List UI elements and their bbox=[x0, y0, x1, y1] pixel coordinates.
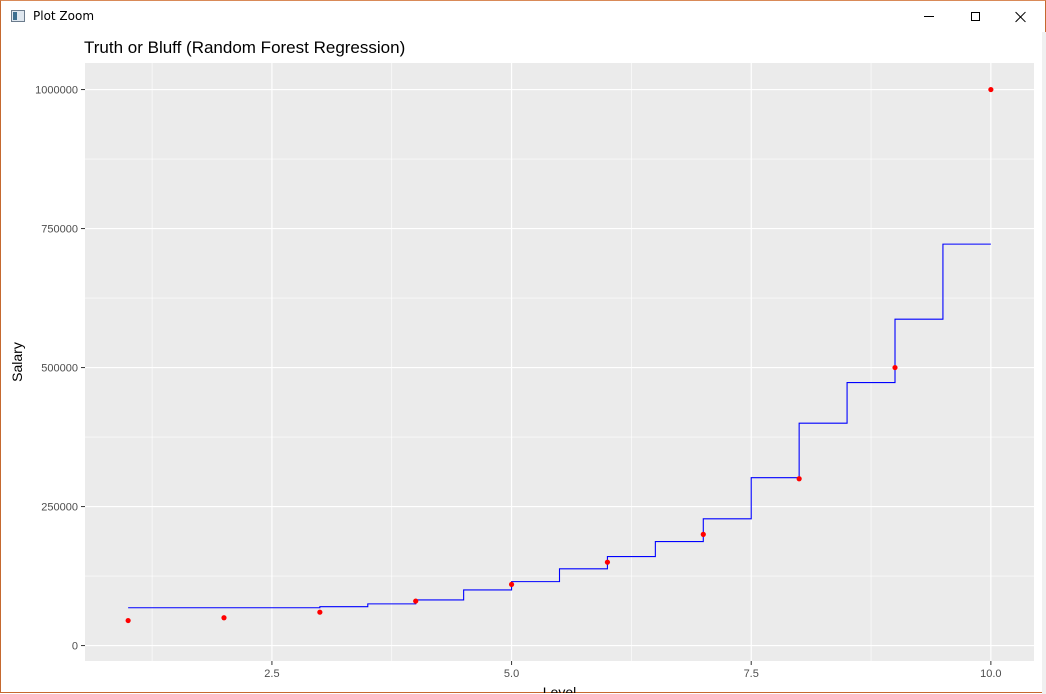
plot-canvas: 0 250000 500000 750000 1000000 2.5 5.0 7.5 10.0… bbox=[9, 38, 1034, 693]
y-tick-label: 1000000 bbox=[35, 85, 78, 97]
data-point bbox=[125, 617, 131, 624]
data-point bbox=[221, 615, 227, 621]
data-point bbox=[413, 598, 419, 604]
close-button[interactable] bbox=[998, 1, 1044, 32]
data-point bbox=[892, 364, 898, 371]
y-tick-label: 250000 bbox=[41, 502, 78, 514]
x-tick-label: 10.0 bbox=[980, 668, 1001, 680]
data-point bbox=[508, 581, 515, 588]
data-point bbox=[988, 86, 994, 93]
prediction-step-line bbox=[128, 243, 991, 609]
x-tick-labels: 2.5 5.0 7.5 10.0 bbox=[264, 668, 1001, 680]
data-point bbox=[796, 476, 802, 482]
minimize-button[interactable] bbox=[906, 1, 952, 32]
y-tick-label: 0 bbox=[72, 641, 78, 653]
x-tick-label: 2.5 bbox=[264, 668, 279, 680]
y-tick-labels: 0 250000 500000 750000 1000000 bbox=[35, 85, 78, 653]
minimize-icon bbox=[924, 16, 934, 17]
title-bar[interactable]: Plot Zoom bbox=[1, 1, 1045, 32]
data-point bbox=[317, 609, 323, 615]
y-tick-label: 500000 bbox=[41, 363, 78, 375]
x-tick-label: 7.5 bbox=[744, 668, 759, 680]
close-icon bbox=[1015, 11, 1027, 23]
data-point bbox=[604, 559, 611, 565]
maximize-icon bbox=[970, 12, 980, 21]
plot-panel bbox=[85, 63, 1034, 661]
grid-major bbox=[85, 63, 1034, 661]
maximize-button[interactable] bbox=[952, 1, 998, 32]
window-title: Plot Zoom bbox=[33, 9, 95, 23]
y-tick-label: 750000 bbox=[41, 224, 78, 236]
x-axis-label: Level bbox=[543, 684, 576, 693]
data-point bbox=[700, 531, 706, 537]
chart-title: Truth or Bluff (Random Forest Regression… bbox=[84, 38, 405, 57]
series-layer bbox=[125, 86, 994, 624]
x-tick-label: 5.0 bbox=[504, 668, 519, 680]
window-right-edge bbox=[1042, 32, 1046, 694]
axis-ticks bbox=[81, 89, 992, 665]
plot-zoom-app-icon bbox=[11, 10, 25, 22]
y-axis-label: Salary bbox=[9, 342, 25, 382]
